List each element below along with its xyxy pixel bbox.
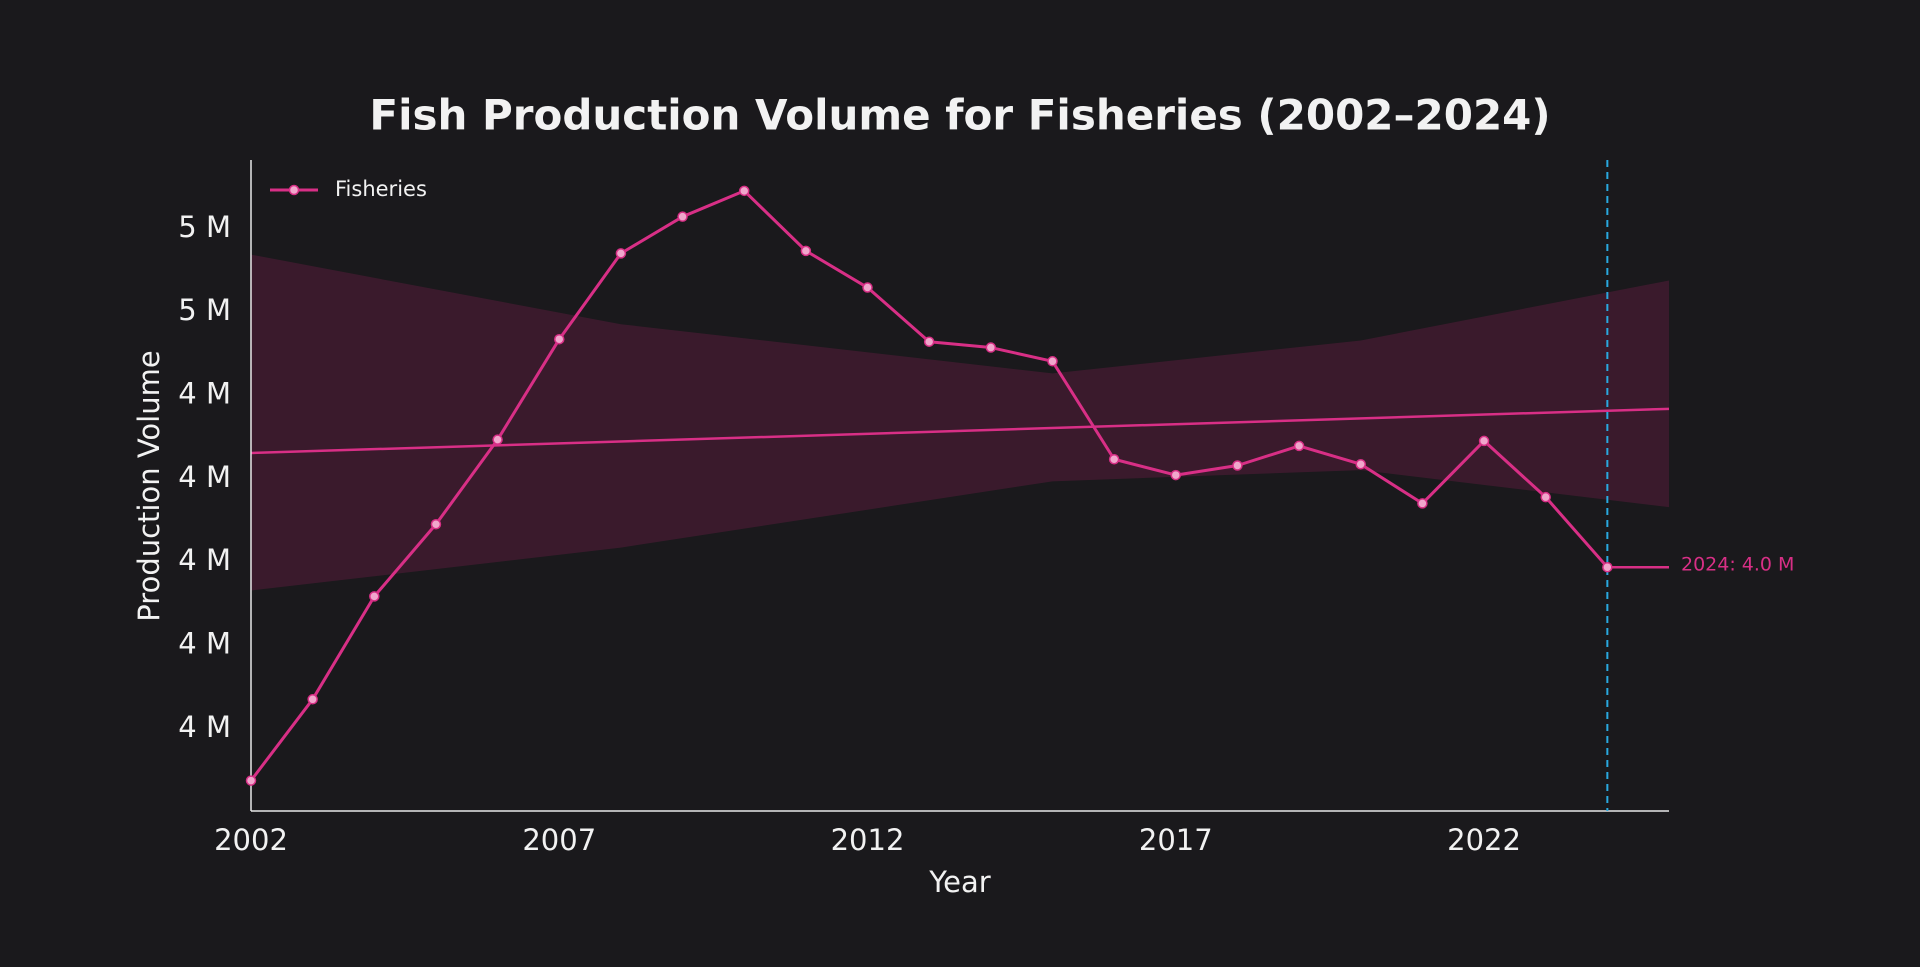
data-point — [862, 282, 873, 293]
data-point — [1293, 440, 1305, 452]
legend-marker — [288, 184, 300, 196]
data-point — [1417, 498, 1428, 509]
data-point — [985, 342, 997, 353]
data-point — [430, 519, 442, 530]
y-tick-label: 4 M — [178, 710, 231, 744]
y-tick-label: 4 M — [178, 376, 231, 410]
data-point — [1602, 561, 1613, 573]
data-point — [1170, 469, 1182, 481]
data-point — [245, 775, 257, 786]
legend-label: Fisheries — [335, 177, 427, 201]
x-tick-label: 2017 — [1139, 823, 1213, 857]
y-tick-label: 4 M — [178, 543, 231, 577]
confidence-band — [251, 254, 1669, 591]
x-tick-label: 2022 — [1447, 823, 1521, 857]
y-tick-label: 4 M — [178, 460, 231, 494]
chart-title: Fish Production Volume for Fisheries (20… — [369, 91, 1550, 140]
data-point — [1540, 491, 1551, 503]
y-tick-label: 5 M — [178, 293, 231, 327]
data-point — [554, 333, 565, 345]
data-point — [1108, 453, 1120, 465]
annotation: 2024: 4.0 M — [1681, 554, 1794, 576]
data-point — [1232, 460, 1243, 471]
y-tick-label: 5 M — [178, 210, 231, 244]
x-tick-label: 2002 — [214, 823, 288, 857]
y-tick-label: 4 M — [178, 627, 231, 661]
data-point — [615, 248, 627, 259]
data-point — [307, 694, 318, 705]
data-point — [738, 185, 750, 197]
data-point — [1047, 356, 1058, 367]
x-tick-label: 2007 — [522, 823, 596, 857]
data-point — [1478, 435, 1490, 447]
data-point — [492, 434, 503, 445]
trend-line — [250, 407, 1670, 455]
data-point — [677, 211, 688, 222]
data-point — [369, 591, 380, 602]
x-tick-label: 2012 — [831, 823, 905, 857]
x-axis-label: Year — [928, 865, 990, 899]
y-axis-label: Production Volume — [132, 350, 166, 621]
data-point — [1355, 458, 1366, 470]
data-point — [923, 336, 935, 347]
data-point — [800, 245, 812, 257]
